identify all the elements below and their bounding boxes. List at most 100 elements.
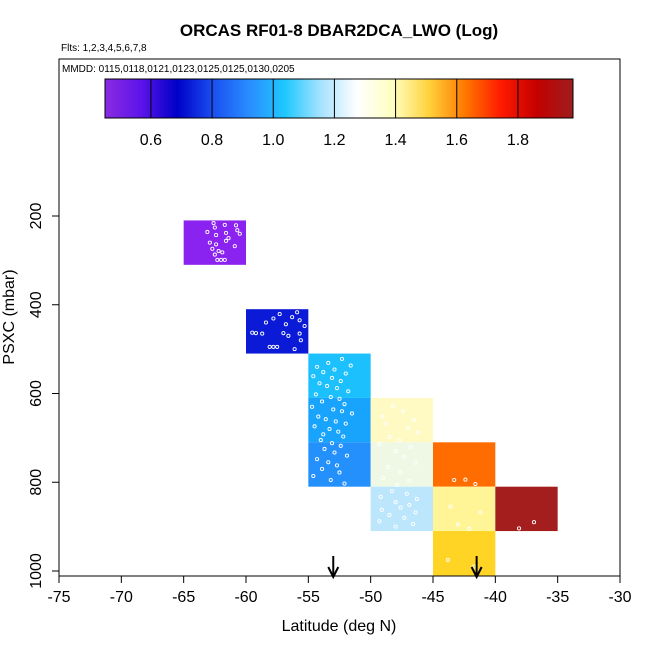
colorbar-tick-label: 1.8: [507, 132, 529, 149]
data-point: [377, 519, 382, 524]
data-point: [445, 557, 451, 562]
data-point: [313, 392, 318, 397]
data-point: [329, 441, 335, 446]
y-tick-label: 600: [28, 380, 45, 407]
data-point: [275, 344, 280, 349]
data-point: [321, 432, 326, 437]
data-point: [349, 411, 355, 416]
data-point: [467, 526, 472, 531]
x-axis: -75 -70 -65 -60 -55 -50 -45 -40 -35 -30: [47, 575, 632, 606]
data-point: [271, 344, 276, 349]
data-point: [233, 223, 239, 228]
data-point: [378, 494, 383, 499]
data-point: [281, 331, 286, 336]
data-point: [401, 409, 406, 414]
data-point: [398, 505, 403, 510]
data-point: [297, 318, 302, 323]
colorbar-tick-label: 1.4: [384, 132, 406, 149]
data-point: [337, 470, 342, 475]
data-point: [334, 386, 340, 391]
data-point: [232, 244, 237, 249]
y-axis: 200 400 600 800 1000: [28, 203, 60, 589]
data-point: [212, 252, 217, 257]
y-tick-label: 200: [28, 203, 45, 230]
data-point: [393, 524, 398, 529]
data-point: [407, 478, 412, 483]
data-point: [322, 446, 327, 452]
x-tick-label: -65: [172, 589, 195, 606]
chart-title: ORCAS RF01-8 DBAR2DCA_LWO (Log): [180, 21, 498, 40]
x-tick-label: -60: [234, 589, 257, 606]
data-point: [222, 222, 227, 227]
heatmap-cell: [495, 486, 558, 532]
heatmap-cell: [433, 531, 496, 576]
data-point: [406, 426, 411, 431]
data-point: [341, 434, 346, 439]
data-point: [328, 477, 333, 483]
data-point: [342, 481, 347, 486]
data-point: [338, 443, 343, 448]
data-point: [332, 450, 337, 455]
data-point: [346, 389, 351, 394]
data-point: [235, 228, 240, 233]
data-point: [339, 409, 345, 414]
data-point: [295, 310, 300, 315]
data-point: [283, 322, 288, 327]
data-point: [215, 257, 220, 262]
y-tick-label: 1000: [28, 553, 45, 589]
observation-points: [205, 221, 537, 569]
data-point: [393, 449, 398, 454]
data-point: [297, 331, 302, 336]
x-tick-label: -70: [110, 589, 133, 606]
data-point: [343, 371, 348, 376]
data-point: [298, 338, 303, 343]
data-point: [216, 249, 221, 254]
data-point: [531, 520, 537, 525]
data-point: [326, 460, 331, 465]
data-point: [302, 323, 307, 329]
data-point: [250, 330, 255, 335]
data-point: [315, 457, 320, 462]
data-point: [348, 363, 353, 368]
x-tick-label: -30: [608, 589, 631, 606]
data-point: [210, 246, 215, 251]
colorbar: 0.6 0.8 1.0 1.2 1.4 1.6 1.8: [104, 78, 574, 149]
data-point: [389, 489, 394, 494]
heatmap-cell: [370, 397, 433, 443]
x-tick-label: -55: [297, 589, 320, 606]
down-arrow-marker: [470, 556, 483, 580]
data-point: [337, 396, 342, 401]
data-point: [402, 454, 407, 459]
data-point: [323, 417, 328, 422]
data-point: [411, 521, 416, 527]
data-point: [267, 344, 272, 349]
down-arrow-marker: [327, 556, 340, 580]
heatmap-cell: [433, 486, 496, 532]
data-point: [415, 430, 421, 435]
data-point: [290, 315, 295, 320]
data-point: [253, 331, 259, 336]
data-point: [237, 231, 242, 236]
data-point: [393, 500, 398, 505]
data-point: [452, 477, 457, 483]
data-point: [412, 418, 417, 423]
data-point: [408, 444, 413, 449]
data-point: [315, 364, 320, 369]
data-point: [328, 394, 333, 400]
data-point: [224, 230, 229, 235]
heatmap-cell: [308, 442, 371, 487]
data-point: [319, 466, 325, 471]
data-point: [414, 497, 419, 502]
data-point: [332, 367, 337, 372]
heatmap-cell: [308, 353, 371, 398]
mmdd-note: MMDD: 0115,0118,0121,0123,0125,0125,0130…: [62, 64, 295, 75]
data-point: [473, 481, 478, 487]
x-tick-label: -75: [47, 589, 70, 606]
data-point: [478, 510, 483, 515]
data-point: [327, 426, 332, 432]
data-point: [263, 320, 268, 325]
data-point: [207, 240, 212, 245]
heatmap-cell: [370, 442, 433, 487]
x-axis-label: Latitude (deg N): [282, 618, 397, 635]
data-point: [334, 463, 340, 468]
